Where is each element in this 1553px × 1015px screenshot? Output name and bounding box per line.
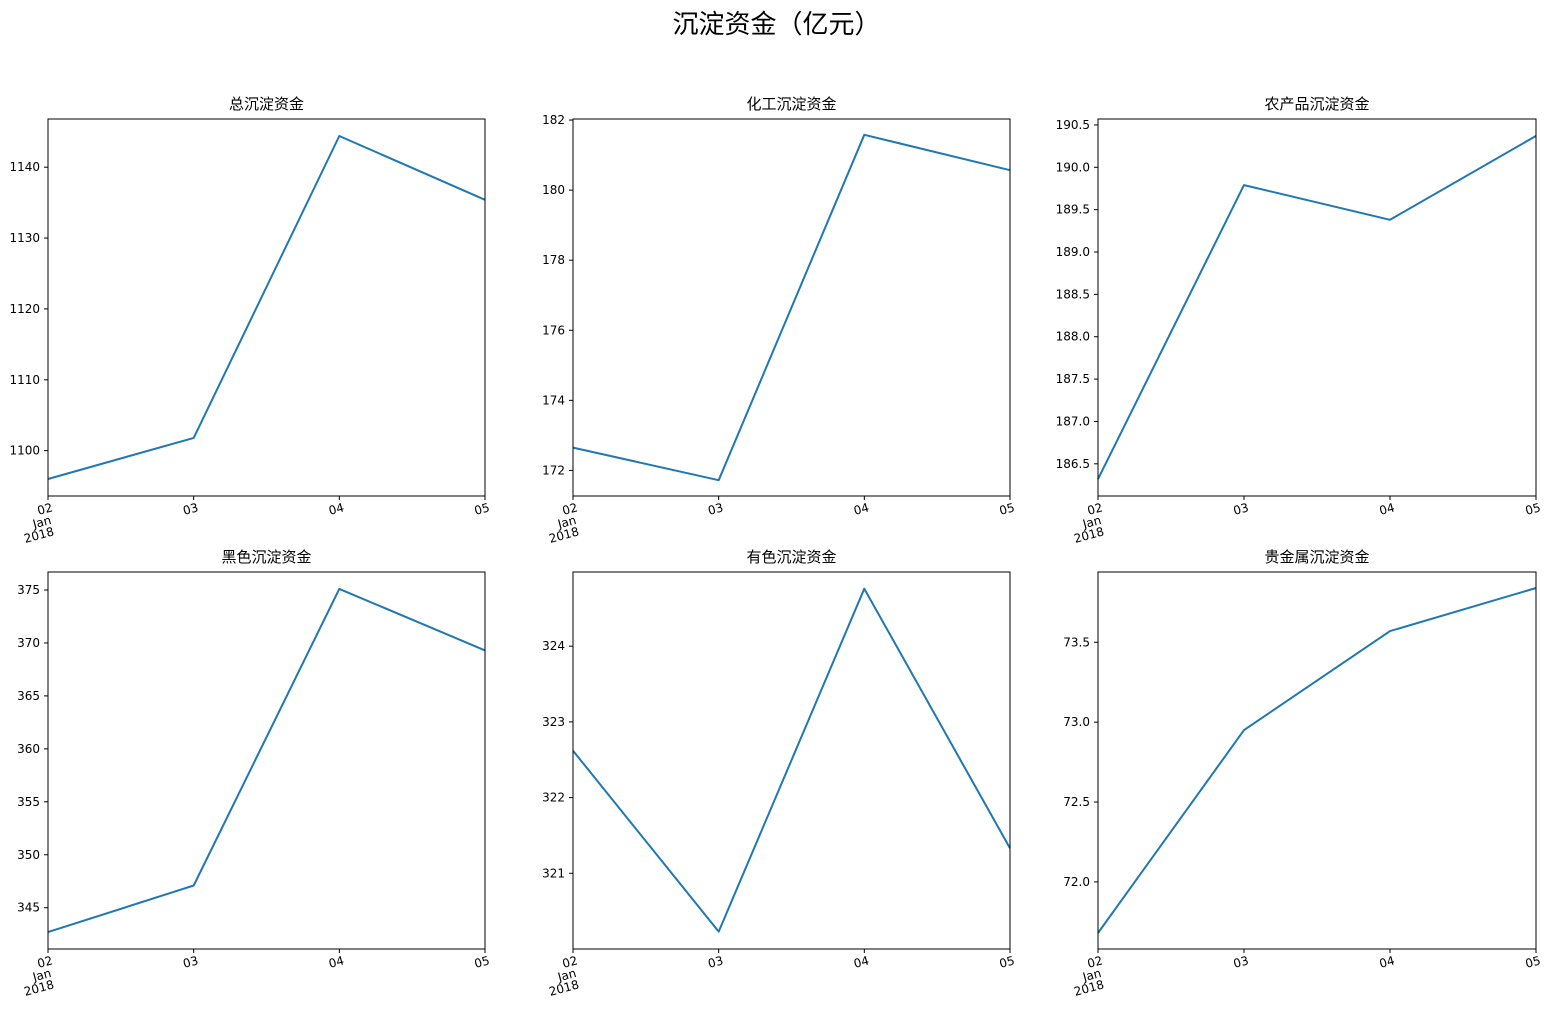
x-tick-label: 2018	[22, 524, 55, 545]
plot-frame	[572, 118, 1011, 497]
y-tick-label: 180	[542, 183, 565, 197]
x-tick-label: 03	[1232, 500, 1250, 517]
x-tick-label: 05	[473, 500, 491, 517]
y-tick-label: 186.5	[1056, 457, 1090, 471]
y-tick-label: 176	[542, 323, 565, 337]
y-tick-label: 188.0	[1056, 330, 1090, 344]
x-tick-label: 05	[1524, 500, 1542, 517]
y-tick-label: 189.0	[1056, 245, 1090, 259]
y-tick-label: 345	[17, 901, 40, 915]
plot-frame	[47, 118, 486, 497]
x-tick-label: 03	[706, 500, 724, 517]
y-tick-label: 350	[17, 848, 40, 862]
y-tick-label: 1120	[9, 302, 40, 316]
y-tick-label: 375	[17, 583, 40, 597]
x-tick-label: 02	[1086, 500, 1104, 517]
subplot-title: 有色沉淀资金	[746, 548, 836, 566]
y-tick-label: 1140	[9, 160, 40, 174]
y-tick-label: 323	[542, 715, 565, 729]
y-tick-label: 1100	[9, 444, 40, 458]
x-tick-label: 2018	[1072, 524, 1105, 545]
subplot-title: 黑色沉淀资金	[221, 548, 311, 566]
subplot-title: 农产品沉淀资金	[1264, 95, 1369, 113]
y-tick-label: 72.5	[1063, 795, 1090, 809]
x-tick-label: 04	[327, 500, 345, 517]
y-tick-label: 370	[17, 636, 40, 650]
y-tick-label: 188.5	[1056, 287, 1090, 301]
series-line	[572, 587, 1011, 933]
x-tick-label: 05	[998, 953, 1016, 970]
y-tick-label: 190.0	[1056, 160, 1090, 174]
y-tick-label: 324	[542, 639, 565, 653]
series-line	[1097, 587, 1537, 934]
x-tick-label: Jan	[1080, 513, 1102, 532]
x-tick-label: 02	[36, 500, 54, 517]
x-tick-label: 2018	[547, 977, 580, 998]
y-tick-label: 187.0	[1056, 414, 1090, 428]
x-tick-label: Jan	[555, 513, 577, 532]
x-tick-label: 04	[852, 953, 870, 970]
x-tick-label: 04	[327, 953, 345, 970]
y-tick-label: 73.5	[1063, 635, 1090, 649]
y-tick-label: 172	[542, 463, 565, 477]
y-tick-label: 365	[17, 689, 40, 703]
x-tick-label: Jan	[30, 966, 52, 985]
x-tick-label: Jan	[30, 513, 52, 532]
y-tick-label: 174	[542, 393, 565, 407]
plot-frame	[1097, 118, 1537, 497]
x-tick-label: 02	[561, 500, 579, 517]
series-line	[572, 133, 1011, 482]
x-tick-label: 04	[852, 500, 870, 517]
x-tick-label: 2018	[547, 524, 580, 545]
x-tick-label: 03	[181, 500, 199, 517]
series-line	[47, 587, 486, 934]
y-tick-label: 321	[542, 866, 565, 880]
plot-frame	[1097, 571, 1537, 950]
subplot-title: 化工沉淀资金	[746, 95, 836, 113]
y-tick-label: 360	[17, 742, 40, 756]
x-tick-label: 05	[998, 500, 1016, 517]
figure-title: 沉淀资金（亿元）	[672, 10, 881, 40]
plot-frame	[47, 571, 486, 950]
x-tick-label: Jan	[555, 966, 577, 985]
y-tick-label: 73.0	[1063, 715, 1090, 729]
y-tick-label: 190.5	[1056, 118, 1090, 132]
y-tick-label: 322	[542, 791, 565, 805]
x-tick-label: 05	[473, 953, 491, 970]
x-tick-label: 03	[181, 953, 199, 970]
y-tick-label: 187.5	[1056, 372, 1090, 386]
y-tick-label: 182	[542, 113, 565, 127]
x-tick-label: 03	[1232, 953, 1250, 970]
x-tick-label: 04	[1378, 500, 1396, 517]
y-tick-label: 1110	[9, 373, 40, 387]
subplot-3: 农产品沉淀资金 186.5 187.0 187.5 188.0 188.5 189.0 189…	[1056, 95, 1543, 546]
y-tick-label: 178	[542, 253, 565, 267]
x-tick-label: 05	[1524, 953, 1542, 970]
subplot-title: 总沉淀资金	[229, 95, 304, 113]
x-tick-label: Jan	[1080, 966, 1102, 985]
x-tick-label: 02	[1086, 953, 1104, 970]
x-tick-label: 2018	[1072, 977, 1105, 998]
series-line	[47, 135, 486, 480]
y-tick-label: 355	[17, 795, 40, 809]
plot-frame	[572, 571, 1011, 950]
y-tick-label: 189.5	[1056, 203, 1090, 217]
x-tick-label: 2018	[22, 977, 55, 998]
subplot-title: 贵金属沉淀资金	[1264, 548, 1369, 566]
x-tick-label: 02	[36, 953, 54, 970]
x-tick-label: 04	[1378, 953, 1396, 970]
y-tick-label: 72.0	[1063, 875, 1090, 889]
x-tick-label: 03	[706, 953, 724, 970]
x-tick-label: 02	[561, 953, 579, 970]
y-tick-label: 1130	[9, 231, 40, 245]
series-line	[1097, 135, 1537, 480]
